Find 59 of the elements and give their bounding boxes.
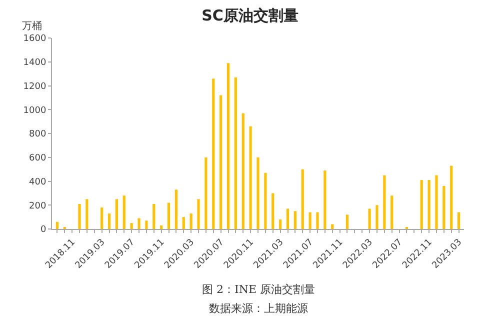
- bar: [115, 199, 118, 229]
- bar: [108, 213, 111, 229]
- y-tick-label: 1200: [23, 82, 46, 92]
- bar: [56, 222, 59, 229]
- bar: [264, 172, 267, 229]
- bar: [428, 180, 430, 229]
- bar: [220, 95, 222, 229]
- y-tick-label: 0: [40, 225, 46, 236]
- y-axis-title: 万桶: [22, 20, 42, 32]
- bar: [226, 63, 230, 229]
- bar: [167, 202, 170, 229]
- bar: [331, 224, 334, 229]
- bar: [100, 208, 104, 229]
- bar: [130, 223, 133, 229]
- bar: [301, 169, 304, 229]
- bar: [457, 212, 460, 229]
- y-tick-label: 200: [29, 201, 46, 212]
- bar: [190, 213, 192, 229]
- bar: [324, 170, 326, 229]
- y-tick-label: 600: [29, 154, 46, 164]
- bar: [272, 193, 274, 229]
- bar: [138, 218, 140, 229]
- bar: [368, 208, 371, 229]
- bar: [294, 211, 296, 229]
- y-tick-label: 400: [29, 177, 46, 188]
- bar: [78, 204, 81, 229]
- bar: [256, 157, 260, 229]
- bar: [197, 199, 200, 229]
- bar: [420, 180, 423, 229]
- bar: [279, 219, 282, 229]
- bar: [308, 212, 312, 229]
- bar: [442, 186, 446, 229]
- bar: [122, 196, 126, 229]
- bar: [145, 220, 148, 229]
- y-tick-label: 1400: [23, 58, 46, 68]
- bar: [152, 204, 156, 229]
- bar: [86, 199, 88, 229]
- bar: [204, 157, 208, 229]
- bar: [376, 205, 378, 229]
- bar: [182, 217, 185, 229]
- bar: [234, 77, 237, 229]
- y-tick-label: 1000: [23, 106, 46, 116]
- y-tick-label: 800: [29, 130, 46, 140]
- bar: [242, 113, 244, 229]
- chart-title: SC原油交割量: [202, 6, 298, 24]
- bar: [346, 214, 349, 229]
- bar: [450, 166, 453, 229]
- bar: [316, 212, 319, 229]
- y-tick-label: 1600: [23, 34, 46, 44]
- bar: [390, 196, 394, 229]
- bar: [212, 78, 215, 229]
- bar: [435, 175, 438, 229]
- bar: [249, 126, 252, 229]
- caption: 图 2：INE 原油交割量: [202, 283, 315, 296]
- bar: [160, 225, 163, 229]
- bar: [286, 208, 290, 229]
- bar: [383, 175, 386, 229]
- source-note: 数据来源：上期能源: [209, 302, 308, 315]
- bar: [174, 190, 178, 229]
